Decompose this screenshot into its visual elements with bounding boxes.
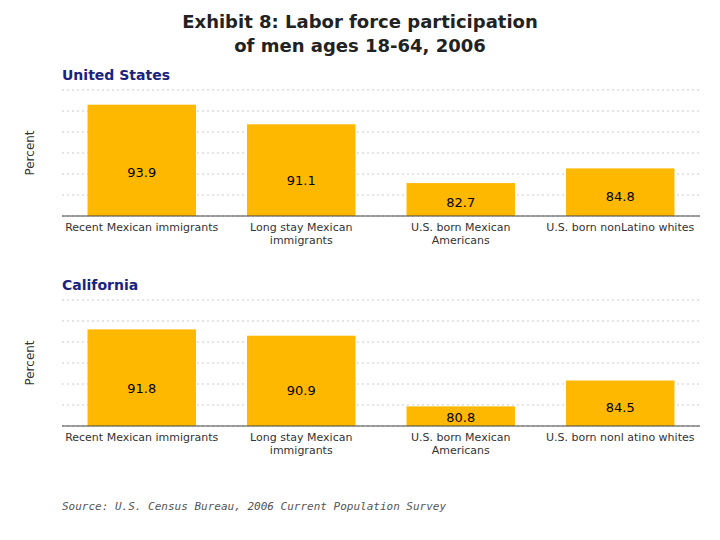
data-label: 84.5 — [606, 400, 635, 415]
grid-line — [62, 321, 700, 322]
bar — [407, 406, 515, 426]
x-tick-label-line: Americans — [432, 444, 490, 457]
bar — [247, 124, 355, 216]
bar — [566, 381, 674, 427]
x-tick-label: Long stay Mexicanimmigrants — [250, 221, 352, 247]
x-tick-label-line: Long stay Mexican — [250, 221, 352, 234]
title: Exhibit 8: Labor force participation — [182, 11, 538, 32]
bar — [88, 105, 196, 216]
bars — [88, 105, 675, 216]
data-label: 90.9 — [287, 383, 316, 398]
chart-root: Exhibit 8: Labor force participation of m… — [0, 0, 720, 540]
data-label: 84.8 — [606, 189, 635, 204]
bars — [88, 329, 675, 426]
x-tick-label-line: Long stay Mexican — [250, 431, 352, 444]
data-label: 93.9 — [127, 165, 156, 180]
bar — [247, 336, 355, 426]
x-tick-label-line: Americans — [432, 234, 490, 247]
x-tick-label: U.S. born nonLatino whites — [546, 221, 694, 234]
x-tick-label: Long stay Mexicanimmigrants — [250, 431, 352, 457]
x-tick-label-line: immigrants — [270, 444, 333, 457]
x-tick-label-line: U.S. born Mexican — [411, 431, 510, 444]
x-tick-label: U.S. born nonl atino whites — [546, 431, 695, 444]
panel-label: United States — [62, 67, 170, 83]
grid-line — [62, 216, 700, 217]
y-axis-label: Percent — [23, 130, 37, 175]
bar — [88, 329, 196, 426]
grid-line — [62, 426, 700, 427]
x-tick-label: Recent Mexican immigrants — [65, 221, 218, 234]
data-label: 82.7 — [446, 195, 475, 210]
x-tick-label: U.S. born MexicanAmericans — [411, 221, 510, 247]
grid-line — [62, 90, 700, 91]
x-tick-label-line: Recent Mexican immigrants — [65, 431, 218, 444]
x-tick-label-line: immigrants — [270, 234, 333, 247]
x-tick-label: U.S. born MexicanAmericans — [411, 431, 510, 457]
data-label: 91.8 — [127, 381, 156, 396]
x-tick-label-line: U.S. born nonl atino whites — [546, 431, 695, 444]
data-label: 80.8 — [446, 410, 475, 425]
x-axis-line — [62, 216, 700, 217]
grid-line — [62, 300, 700, 301]
x-tick-label-line: U.S. born Mexican — [411, 221, 510, 234]
x-axis-line — [62, 426, 700, 427]
panel: California 91.8 90.9 80.8 84.5 Recent Mexican… — [23, 277, 700, 540]
panel: United States 93.9 91.1 82.7 84.8 Recent Mexi… — [23, 67, 700, 540]
x-tick-label-line: U.S. born nonLatino whites — [546, 221, 694, 234]
source-note: Source: U.S. Census Bureau, 2006 Current… — [62, 500, 446, 513]
data-label: 91.1 — [287, 173, 316, 188]
x-tick-label-line: Recent Mexican immigrants — [65, 221, 218, 234]
bar — [407, 183, 515, 216]
y-axis-label: Percent — [23, 340, 37, 385]
bar — [566, 168, 674, 216]
panel-label: California — [62, 277, 138, 293]
x-tick-label: Recent Mexican immigrants — [65, 431, 218, 444]
subtitle: of men ages 18-64, 2006 — [234, 35, 486, 56]
